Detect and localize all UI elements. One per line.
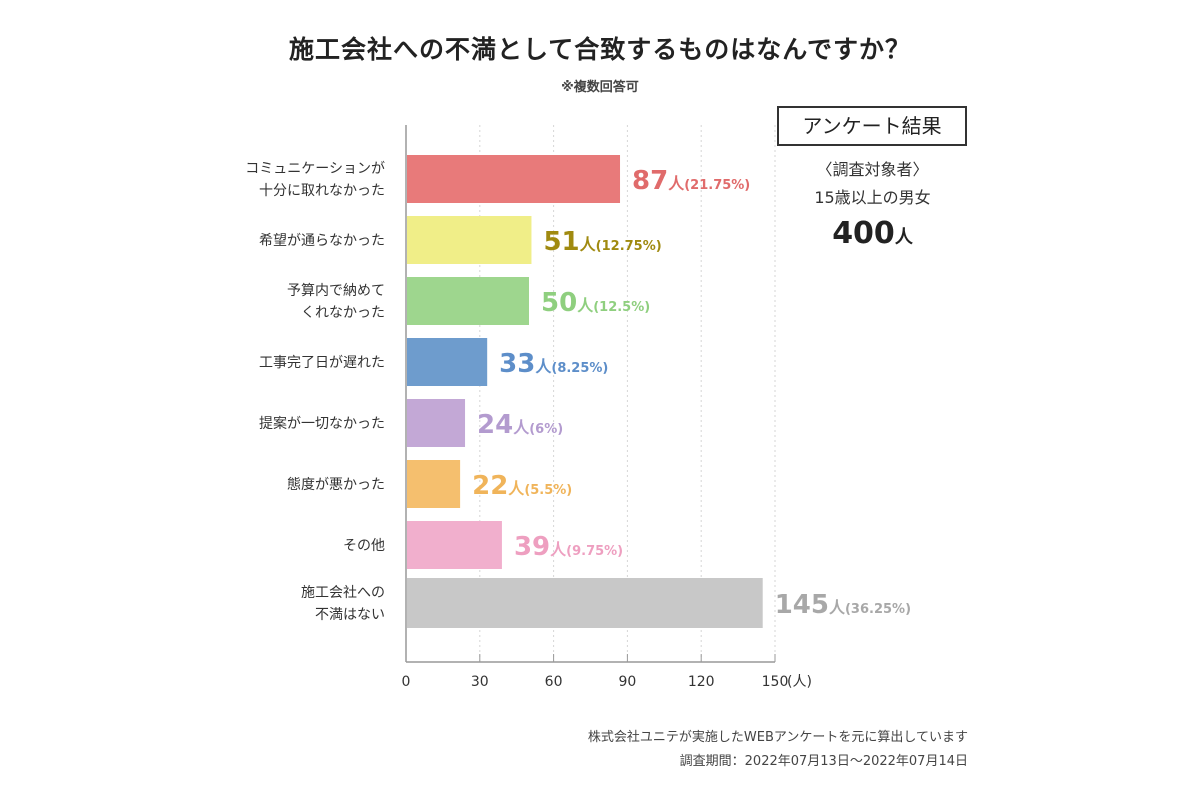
- survey-results-box: アンケート結果: [777, 106, 967, 146]
- x-tick-label: 60: [545, 674, 563, 690]
- survey-sample-size: 400人: [760, 216, 985, 251]
- value-label: 145人(36.25%): [775, 590, 911, 620]
- bar: [407, 277, 529, 325]
- survey-target-label: 〈調査対象者〉: [816, 160, 929, 179]
- category-label: コミュニケーションが十分に取れなかった: [245, 161, 385, 199]
- value-label: 50人(12.5%): [541, 288, 650, 318]
- value-label: 24人(6%): [477, 410, 563, 440]
- value-label: 33人(8.25%): [499, 349, 608, 379]
- x-tick-label: 0: [402, 674, 411, 690]
- x-tick-label: 150: [762, 674, 789, 690]
- x-tick-label: 90: [618, 674, 636, 690]
- category-label: 希望が通らなかった: [259, 233, 385, 249]
- source-note: 株式会社ユニテが実施したWEBアンケートを元に算出しています: [587, 730, 968, 745]
- x-tick-label: 30: [471, 674, 489, 690]
- value-label: 22人(5.5%): [472, 471, 572, 501]
- chart-subtitle: ※複数回答可: [561, 80, 639, 95]
- category-label: 工事完了日が遅れた: [259, 355, 385, 371]
- sample-size-value: 400: [832, 216, 895, 251]
- bar: [407, 521, 502, 569]
- survey-target: 15歳以上の男女: [814, 188, 931, 207]
- category-label: 態度が悪かった: [287, 477, 385, 493]
- category-label: 予算内で納めてくれなかった: [287, 283, 385, 321]
- sample-size-unit: 人: [894, 227, 913, 248]
- bar: [407, 578, 763, 628]
- bar: [407, 399, 466, 447]
- value-label: 51人(12.75%): [543, 227, 661, 257]
- bar: [407, 338, 488, 386]
- survey-period: 調査期間：2022年07月13日〜2022年07月14日: [679, 754, 968, 769]
- value-label: 87人(21.75%): [632, 166, 750, 196]
- category-label: その他: [343, 538, 385, 554]
- bar: [407, 155, 621, 203]
- bar: [407, 216, 532, 264]
- x-axis-unit: (人): [787, 674, 812, 690]
- value-label: 39人(9.75%): [514, 532, 623, 562]
- bar: [407, 460, 461, 508]
- category-label: 提案が一切なかった: [259, 415, 385, 432]
- category-label: 施工会社への不満はない: [301, 585, 385, 623]
- chart-title: 施工会社への不満として合致するものはなんですか？: [288, 35, 911, 64]
- x-tick-label: 120: [688, 674, 715, 690]
